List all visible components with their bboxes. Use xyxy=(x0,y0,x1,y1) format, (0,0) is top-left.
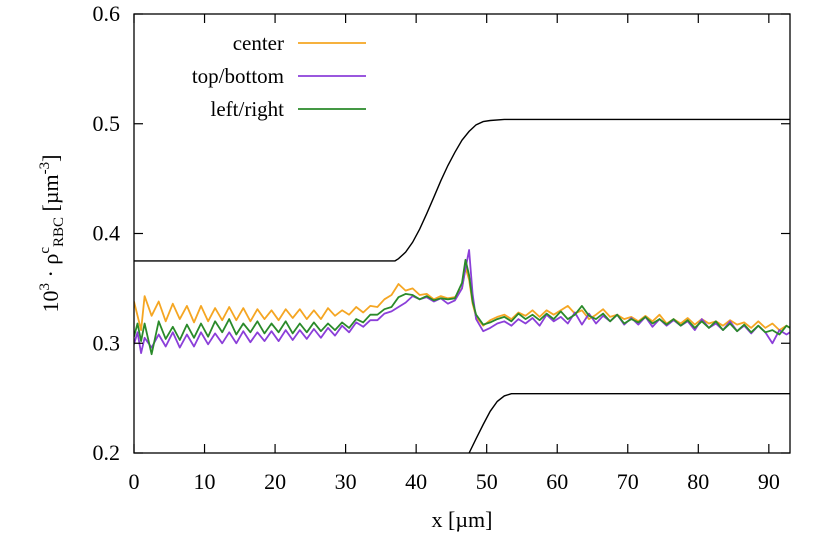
x-tick-label: 70 xyxy=(617,469,639,494)
y-label-unit-open: [µm xyxy=(38,174,63,217)
x-tick-label: 80 xyxy=(687,469,709,494)
data-series xyxy=(134,249,790,356)
y-label-base: 10 xyxy=(38,290,63,312)
x-tick-label: 50 xyxy=(476,469,498,494)
y-label-unit-close: ] xyxy=(38,155,63,162)
x-tick-label: 30 xyxy=(335,469,357,494)
x-tick-label: 60 xyxy=(546,469,568,494)
legend-label-center: center xyxy=(233,31,284,55)
y-label-sub: RBC xyxy=(51,217,67,247)
y-tick-label: 0.3 xyxy=(93,330,121,355)
x-tick-label: 10 xyxy=(194,469,216,494)
y-tick-label: 0.6 xyxy=(93,1,121,26)
y-axis-label: 103 · ρcRBC [µm-3] xyxy=(37,155,67,313)
legend-label-top-bottom: top/bottom xyxy=(192,64,284,88)
series-line-left-right xyxy=(134,258,790,356)
series-line-center xyxy=(134,266,790,332)
y-label-dot: · ρ xyxy=(38,254,63,283)
y-label-unit-exp: -3 xyxy=(37,162,53,175)
reference-curve-1 xyxy=(134,118,790,262)
x-tick-label: 40 xyxy=(405,469,427,494)
y-tick-label: 0.4 xyxy=(93,221,121,246)
y-label-sup: c xyxy=(37,247,53,254)
legend-label-left-right: left/right xyxy=(211,97,285,121)
y-tick-label: 0.2 xyxy=(93,440,121,465)
y-tick-label: 0.5 xyxy=(93,111,121,136)
series-line-top-bottom xyxy=(134,249,790,355)
reference-curves xyxy=(134,118,790,453)
reference-curve-2 xyxy=(468,393,790,453)
x-tick-label: 90 xyxy=(758,469,780,494)
y-label-exp: 3 xyxy=(37,283,53,291)
x-axis-label: x [µm] xyxy=(432,507,493,532)
x-tick-label: 20 xyxy=(264,469,286,494)
legend: center top/bottom left/right xyxy=(192,31,366,121)
axis-ticks: 0 10 20 30 40 50 60 70 80 90 0.2 0.3 0.4 0.5 0.6 xyxy=(93,1,790,494)
x-tick-label: 0 xyxy=(129,469,140,494)
